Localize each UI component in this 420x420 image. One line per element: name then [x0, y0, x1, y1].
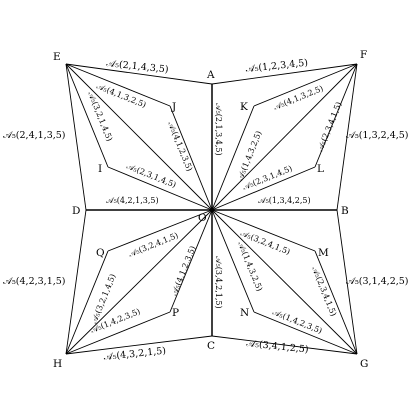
edge-B-G	[336, 209, 358, 355]
edge-J-O	[169, 105, 213, 211]
vertex-label-L: L	[317, 163, 324, 175]
vertex-label-E: E	[53, 51, 61, 63]
edge-F-L	[314, 63, 358, 168]
edge-A-F	[211, 63, 358, 85]
edge-Q-O	[107, 209, 213, 252]
edge-F-B	[336, 63, 358, 211]
diagonal-O-G	[211, 209, 358, 355]
vertex-label-J: J	[171, 101, 176, 113]
edge-label-F-B: 𝒜₅(1,3,2,4,5)	[346, 130, 409, 141]
vertex-label-K: K	[240, 101, 248, 113]
edge-H-Q	[65, 250, 109, 355]
edge-N-O	[211, 209, 255, 313]
edge-P-O	[169, 209, 213, 313]
vertex-label-O: O	[198, 212, 207, 224]
edge-C-G	[211, 335, 358, 355]
edge-label-K-O: 𝒜₅(1,4,3,2,5)	[236, 130, 264, 182]
edge-E-D	[65, 63, 87, 211]
edge-label-O-C: 𝒜₅(3,4,2,1,5)	[214, 256, 223, 309]
vertex-label-B: B	[341, 205, 349, 217]
edge-D-H	[65, 209, 87, 355]
edge-label-O-D: 𝒜₅(4,2,1,3,5)	[106, 196, 159, 205]
edge-H-C	[65, 335, 213, 355]
vertex-label-N: N	[240, 307, 249, 319]
edge-I-O	[107, 166, 213, 211]
vertex-label-F: F	[360, 49, 367, 61]
edge-label-C-G: 𝒜₅(3,4,1,2,5)	[246, 338, 309, 355]
edge-label-E-D: 𝒜₅(2,4,1,3,5)	[3, 130, 66, 141]
diagonal-O-F	[211, 63, 358, 211]
edge-H-P	[65, 311, 171, 355]
vertex-label-I: I	[98, 163, 102, 175]
edge-label-P-O: 𝒜₅(4,1,2,3,5)	[170, 245, 198, 297]
vertex-label-M: M	[318, 247, 329, 259]
edge-label-E-J: 𝒜₅(4,1,3,2,5)	[95, 82, 147, 110]
edge-label-E-A: 𝒜₅(2,1,4,3,5)	[106, 58, 169, 75]
edge-label-G-N: 𝒜₅(1,4,2,3,5)	[271, 308, 323, 336]
vertex-label-Q: Q	[96, 247, 105, 259]
diagonal-O-H	[65, 209, 213, 355]
edge-E-A	[65, 63, 213, 85]
diagonal-O-E	[65, 63, 213, 211]
edge-label-O-B: 𝒜₅(1,3,4,2,5)	[258, 196, 311, 205]
edge-F-K	[253, 63, 358, 107]
vertex-label-D: D	[72, 205, 80, 217]
vertex-label-P: P	[172, 307, 179, 319]
edge-E-J	[65, 63, 171, 107]
edge-label-O-A: 𝒜₅(2,1,3,4,5)	[214, 103, 223, 156]
edge-L-O	[211, 166, 316, 211]
edge-label-J-O: 𝒜₅(4,1,2,3,5)	[166, 120, 194, 172]
vertex-label-G: G	[360, 358, 368, 370]
edge-label-F-L: 𝒜₅(2,3,4,1,5)	[316, 101, 344, 153]
vertex-label-C: C	[207, 340, 215, 352]
edge-label-Q-O: 𝒜₅(3,2,4,1,5)	[127, 231, 179, 259]
vertex-label-H: H	[53, 358, 62, 370]
edge-E-I	[65, 63, 109, 168]
vertex-label-A: A	[206, 69, 215, 81]
edge-G-N	[253, 311, 358, 355]
edge-G-M	[314, 250, 358, 355]
edge-K-O	[211, 105, 255, 211]
edge-label-D-H: 𝒜₅(4,2,3,1,5)	[3, 276, 66, 287]
edge-M-O	[211, 209, 316, 252]
edge-label-B-G: 𝒜₅(3,1,4,2,5)	[346, 276, 409, 287]
